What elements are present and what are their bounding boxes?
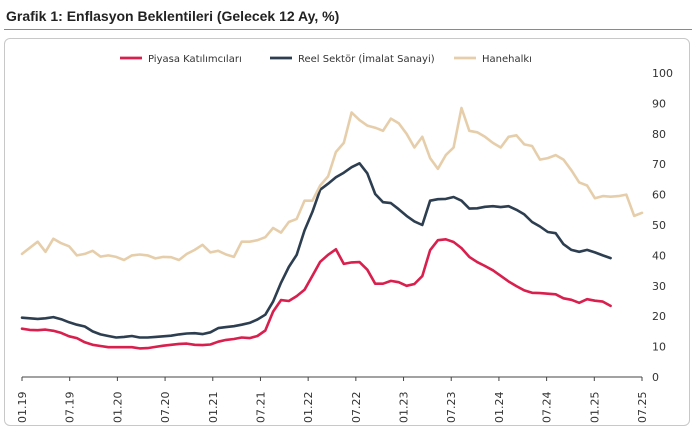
x-tick-label: 01.25 xyxy=(588,392,601,424)
y-tick-label: 80 xyxy=(652,128,666,141)
x-tick-label: 01.20 xyxy=(111,392,124,424)
y-tick-label: 10 xyxy=(652,341,666,354)
legend-label: Hanehalkı xyxy=(482,54,532,65)
x-tick-label: 07.20 xyxy=(159,392,172,424)
x-tick-label: 07.23 xyxy=(445,392,458,424)
y-tick-label: 60 xyxy=(652,189,666,202)
title-divider xyxy=(4,29,692,30)
x-tick-label: 07.21 xyxy=(254,392,267,424)
title-bar: Grafik 1: Enflasyon Beklentileri (Gelece… xyxy=(0,0,696,32)
y-tick-label: 50 xyxy=(652,219,666,232)
x-tick-label: 01.22 xyxy=(302,392,315,424)
series-line-1 xyxy=(20,162,612,339)
x-tick-label: 07.22 xyxy=(350,392,363,424)
y-tick-label: 100 xyxy=(652,67,673,80)
legend-label: Piyasa Katılımcıları xyxy=(148,54,242,65)
chart-title: Grafik 1: Enflasyon Beklentileri (Gelece… xyxy=(6,8,340,24)
y-tick-label: 70 xyxy=(652,158,666,171)
y-tick-label: 40 xyxy=(652,249,666,262)
x-tick-label: 07.25 xyxy=(636,392,649,424)
series-lines xyxy=(20,106,644,350)
axes: 0 10 20 30 40 50 60 70 80 90 100 01.19 07.19 01.20 07.… xyxy=(16,67,673,423)
series-line-2 xyxy=(20,106,644,262)
legend-label: Reel Sektör (İmalat Sanayi) xyxy=(298,52,435,65)
series-line-0 xyxy=(20,238,612,350)
legend: Piyasa Katılımcıları Reel Sektör (İmalat … xyxy=(120,52,532,65)
x-tick-label: 07.24 xyxy=(541,392,554,424)
x-tick-label: 01.24 xyxy=(493,391,506,423)
x-tick-label: 01.19 xyxy=(16,392,29,424)
x-tick-label: 01.23 xyxy=(398,392,411,424)
y-tick-label: 30 xyxy=(652,280,666,293)
x-tick-label: 01.21 xyxy=(207,392,220,424)
x-tick-label: 07.19 xyxy=(64,392,77,424)
y-tick-label: 0 xyxy=(652,371,659,384)
y-tick-label: 90 xyxy=(652,97,666,110)
chart-frame xyxy=(4,38,690,426)
y-tick-label: 20 xyxy=(652,310,666,323)
